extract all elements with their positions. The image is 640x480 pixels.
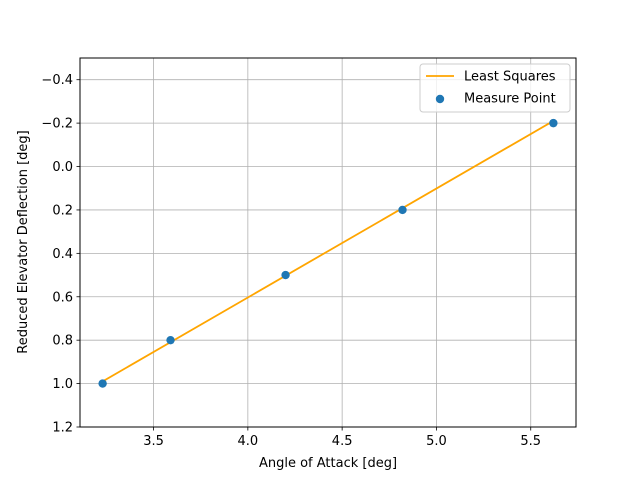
- x-tick-label: 5.0: [426, 434, 447, 449]
- y-tick-label: 0.8: [52, 334, 73, 349]
- x-tick-label: 5.5: [520, 434, 541, 449]
- legend-label: Measure Point: [464, 92, 556, 107]
- legend-marker-swatch: [435, 94, 445, 104]
- ticks: 3.5 4.0 4.5 5.0 5.5 −0.4 −0.2 0.0 0.2 0.4 0.6 0.8 1.…: [41, 73, 541, 449]
- measure-point: [166, 335, 175, 345]
- legend: Least Squares Measure Point: [419, 63, 571, 113]
- y-tick-label: −0.2: [41, 117, 73, 132]
- measure-point: [398, 205, 407, 215]
- least-squares-line: [102, 120, 554, 383]
- y-tick-label: 0.4: [52, 247, 73, 262]
- y-tick-label: 0.6: [52, 290, 73, 305]
- measure-point: [98, 379, 107, 388]
- x-axis-label: Angle of Attack [deg]: [259, 456, 397, 471]
- y-tick-label: −0.4: [41, 73, 73, 88]
- y-tick-label: 0.2: [52, 203, 73, 218]
- legend-label: Least Squares: [464, 70, 556, 85]
- measure-point: [549, 118, 558, 128]
- x-tick-label: 3.5: [143, 434, 164, 449]
- plot-series: [98, 118, 558, 388]
- y-tick-label: 0.0: [52, 160, 73, 175]
- x-tick-label: 4.5: [332, 434, 353, 449]
- x-tick-label: 4.0: [238, 434, 259, 449]
- measure-point: [281, 270, 290, 280]
- legend-box: [419, 63, 571, 113]
- y-axis-label: Reduced Elevator Deflection [deg]: [16, 130, 31, 354]
- y-tick-label: 1.2: [52, 421, 73, 436]
- y-tick-label: 1.0: [52, 377, 73, 392]
- plot-frame: [79, 57, 577, 428]
